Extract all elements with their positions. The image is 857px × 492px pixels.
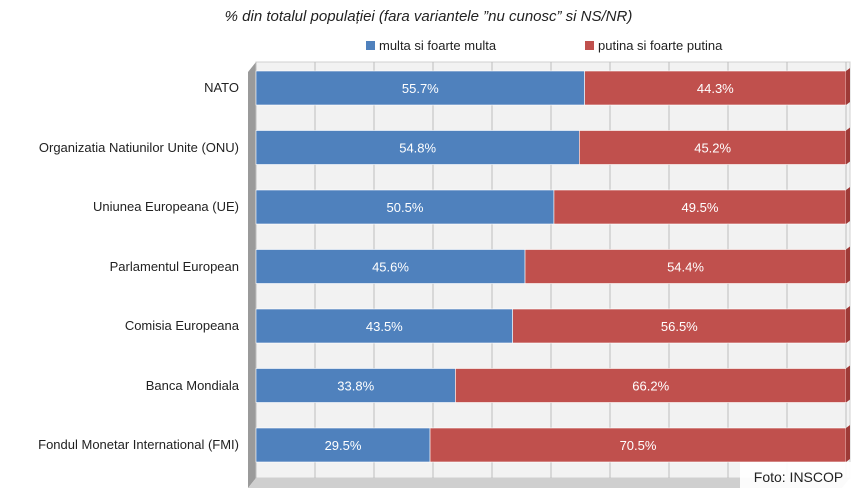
category-label: Comisia Europeana (124, 318, 239, 333)
data-label: 66.2% (632, 379, 669, 394)
data-label: 49.5% (682, 200, 719, 215)
plot-side-wall (248, 62, 256, 488)
data-label: 45.2% (694, 141, 731, 156)
bar-end-cap (846, 127, 850, 165)
bar-segment-multa (255, 189, 555, 225)
category-label: NATO (204, 80, 239, 95)
bar-segment-multa (255, 427, 431, 463)
legend-label-multa: multa si foarte multa (379, 38, 497, 53)
category-label: Parlamentul European (109, 258, 239, 274)
bar-segment-putina (455, 368, 847, 403)
bar-segment-putina (579, 130, 847, 165)
plot-floor (248, 478, 850, 488)
bar-end-cap (846, 425, 850, 462)
bar-end-cap (846, 306, 850, 343)
category-label: Fondul Monetar International (FMI) (38, 437, 239, 452)
data-label: 54.8% (399, 141, 436, 156)
data-label: 56.5% (661, 319, 698, 334)
category-label: Banca Mondiala (145, 377, 239, 393)
bar-end-cap (846, 365, 850, 403)
category-label: Organizatia Natiunilor Unite (ONU) (38, 139, 239, 155)
legend-swatch-putina (585, 41, 594, 50)
legend-swatch-multa (366, 41, 375, 50)
data-label: 70.5% (620, 438, 657, 453)
bar-segment-putina (512, 308, 847, 344)
bar-segment-putina (524, 249, 847, 284)
legend-label-putina: putina si foarte putina (598, 38, 723, 53)
photo-credit: Foto: INSCOP (740, 462, 857, 492)
bar-end-cap (846, 246, 850, 284)
bar-segment-putina (553, 189, 847, 225)
bar-segment-multa (255, 130, 580, 165)
bar-segment-multa (255, 249, 526, 284)
data-label: 44.3% (697, 81, 734, 96)
bar-segment-multa (255, 368, 456, 403)
bar-segment-putina (429, 427, 847, 463)
data-label: 45.6% (372, 260, 409, 275)
data-label: 43.5% (366, 319, 403, 334)
data-label: 54.4% (667, 260, 704, 275)
data-label: 55.7% (402, 81, 439, 96)
bar-end-cap (846, 68, 850, 105)
data-label: 50.5% (387, 200, 424, 215)
bar-segment-multa (255, 70, 585, 106)
legend: multa si foarte multa putina si foarte p… (0, 37, 857, 55)
data-label: 33.8% (337, 379, 374, 394)
category-label: Uniunea Europeana (UE) (93, 199, 239, 214)
bar-segment-multa (255, 308, 513, 344)
bar-end-cap (846, 187, 850, 224)
data-label: 29.5% (325, 438, 362, 453)
chart-title: % din totalul populației (fara variantel… (224, 8, 633, 25)
